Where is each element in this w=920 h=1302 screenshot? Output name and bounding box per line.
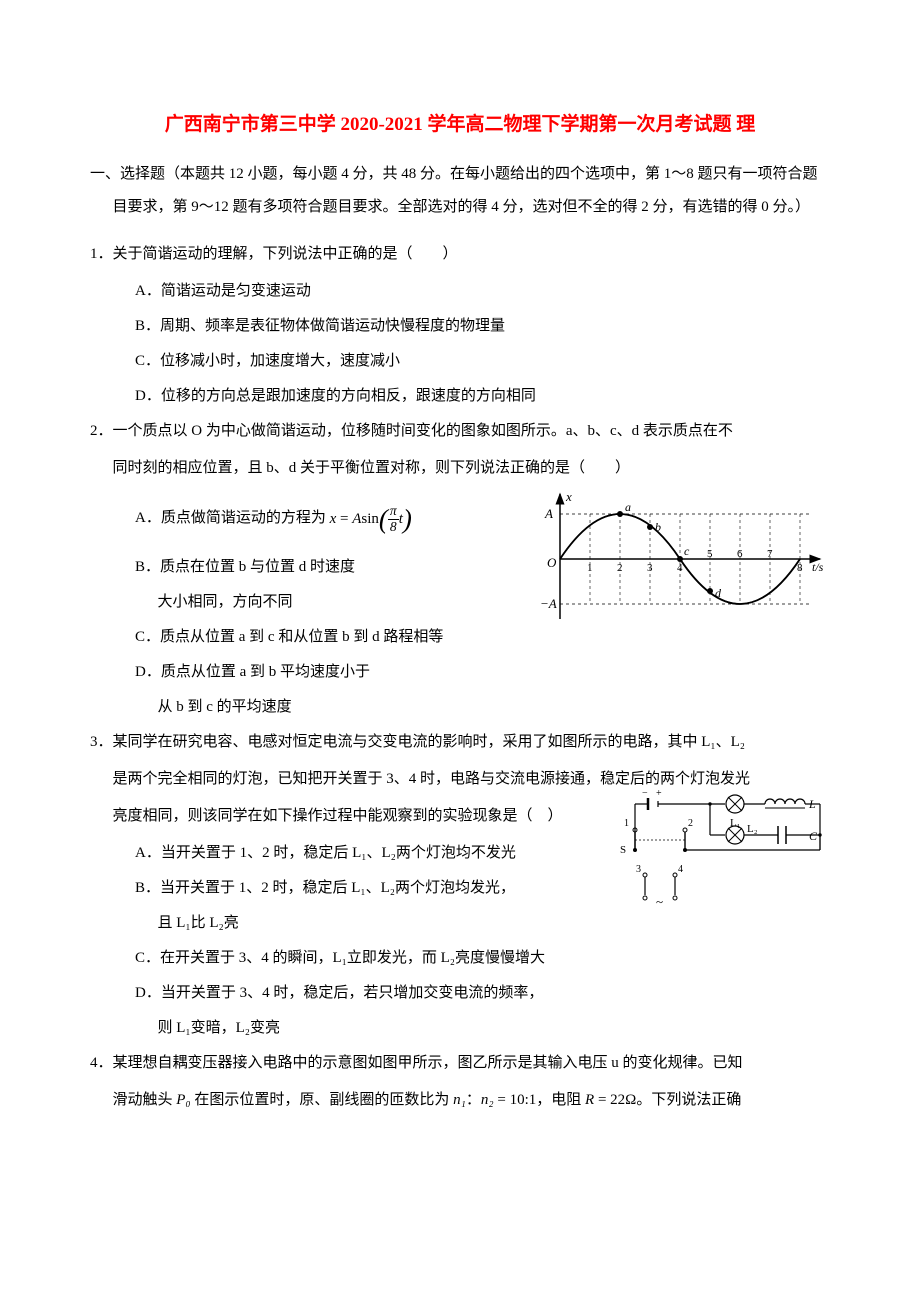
q4-stem-line2: 滑动触头 P₀ 在图示位置时，原、副线圈的匝数比为 n₁：n₂ = 10:1，电… (90, 1084, 830, 1117)
q4-p0: P₀ (176, 1092, 190, 1108)
q3-option-a: A．当开关置于 1、2 时，稳定后 L₁、L₂两个灯泡均不发光 (90, 837, 608, 870)
q2-option-a: A．质点做简谐运动的方程为 x = Asin(π8t) (90, 489, 497, 548)
q1-stem: 1．关于简谐运动的理解，下列说法中正确的是（ ） (90, 238, 830, 271)
svg-text:8: 8 (797, 562, 803, 574)
q4-line2-mid: 在图示位置时，原、副线圈的匝数比为 (191, 1092, 454, 1108)
q2-a-formula: x = Asin(π8t) (330, 511, 412, 527)
svg-text:2: 2 (688, 818, 693, 829)
q3-option-d-line2: 则 L₁变暗，L₂变亮 (90, 1012, 830, 1045)
q4-line2-end: 。下列说法正确 (636, 1092, 741, 1108)
svg-text:5: 5 (707, 548, 713, 560)
svg-text:1: 1 (587, 562, 593, 574)
q2-graph: x A O −A a b c d 1 2 3 4 5 6 7 8 t/s (530, 489, 830, 629)
q4-R: R (585, 1092, 594, 1108)
q1-option-b: B．周期、频率是表征物体做简谐运动快慢程度的物理量 (90, 310, 830, 343)
q2-option-b-line2: 大小相同，方向不同 (90, 586, 497, 619)
svg-text:3: 3 (647, 562, 653, 574)
svg-text:3: 3 (636, 864, 641, 875)
svg-text:t/s: t/s (812, 560, 824, 574)
q3-circuit: − + L₁ L L₂ C (620, 790, 830, 920)
svg-text:−: − (642, 790, 648, 799)
svg-text:x: x (565, 489, 572, 504)
q4-stem-line1: 4．某理想自耦变压器接入电路中的示意图如图甲所示，图乙所示是其输入电压 u 的变… (90, 1047, 830, 1080)
q4-colon: ： (466, 1092, 481, 1108)
q3-option-b-line2: 且 L₁比 L₂亮 (90, 907, 608, 940)
q2-option-d-line2: 从 b 到 c 的平均速度 (90, 691, 830, 724)
q3-option-d-line1: D．当开关置于 3、4 时，稳定后，若只增加交变电流的频率， (90, 977, 830, 1010)
svg-text:4: 4 (678, 864, 683, 875)
q4-n1: n₁ (453, 1092, 466, 1108)
q2-stem-line2: 同时刻的相应位置，且 b、d 关于平衡位置对称，则下列说法正确的是（ ） (90, 452, 830, 485)
q1-option-c: C．位移减小时，加速度增大，速度减小 (90, 345, 830, 378)
svg-text:+: + (656, 790, 662, 799)
svg-text:S: S (620, 844, 626, 856)
q2-stem-line1: 2．一个质点以 O 为中心做简谐运动，位移随时间变化的图象如图所示。a、b、c、… (90, 415, 830, 448)
svg-text:4: 4 (677, 562, 683, 574)
svg-text:2: 2 (617, 562, 623, 574)
q1-option-d: D．位移的方向总是跟加速度的方向相反，跟速度的方向相同 (90, 380, 830, 413)
svg-text:b: b (655, 520, 661, 534)
instructions: 一、选择题（本题共 12 小题，每小题 4 分，共 48 分。在每小题给出的四个… (90, 158, 830, 224)
q4-ratio-val: = 10:1 (494, 1092, 537, 1108)
svg-text:L₂: L₂ (747, 823, 758, 835)
svg-text:−A: −A (540, 596, 557, 611)
q2-container: A．质点做简谐运动的方程为 x = Asin(π8t) B．质点在位置 b 与位… (90, 489, 830, 618)
svg-text:d: d (715, 586, 722, 600)
q3-container: 亮度相同，则该同学在如下操作过程中能观察到的实验现象是（ ） A．当开关置于 1… (90, 800, 830, 940)
svg-text:7: 7 (767, 548, 773, 560)
exam-title: 广西南宁市第三中学 2020-2021 学年高二物理下学期第一次月考试题 理 (90, 110, 830, 140)
q3-options-block: A．当开关置于 1、2 时，稳定后 L₁、L₂两个灯泡均不发光 B．当开关置于 … (90, 837, 608, 940)
q4-n2: n₂ (481, 1092, 494, 1108)
svg-text:c: c (684, 544, 690, 558)
q3-option-c: C．在开关置于 3、4 的瞬间，L₁立即发光，而 L₂亮度慢慢增大 (90, 942, 830, 975)
q3-stem-line1: 3．某同学在研究电容、电感对恒定电流与交变电流的影响时，采用了如图所示的电路，其… (90, 726, 830, 759)
svg-text:O: O (547, 555, 557, 570)
svg-text:a: a (625, 500, 631, 514)
q2-option-b-line1: B．质点在位置 b 与位置 d 时速度 (90, 551, 497, 584)
q2-option-d-line1: D．质点从位置 a 到 b 平均速度小于 (90, 656, 830, 689)
svg-text:6: 6 (737, 548, 743, 560)
svg-text:1: 1 (624, 818, 629, 829)
q2-a-prefix: A．质点做简谐运动的方程为 (135, 511, 330, 527)
q4-line2-prefix: 滑动触头 (113, 1092, 177, 1108)
svg-text:A: A (544, 506, 553, 521)
q2-options-block: A．质点做简谐运动的方程为 x = Asin(π8t) B．质点在位置 b 与位… (90, 489, 497, 618)
svg-text:~: ~ (656, 894, 663, 909)
q3-option-b-line1: B．当开关置于 1、2 时，稳定后 L₁、L₂两个灯泡均发光， (90, 872, 608, 905)
q4-R-val: = 22Ω (594, 1092, 636, 1108)
svg-text:C: C (809, 829, 818, 843)
q1-option-a: A．简谐运动是匀变速运动 (90, 275, 830, 308)
q4-line2-r: ，电阻 (536, 1092, 585, 1108)
